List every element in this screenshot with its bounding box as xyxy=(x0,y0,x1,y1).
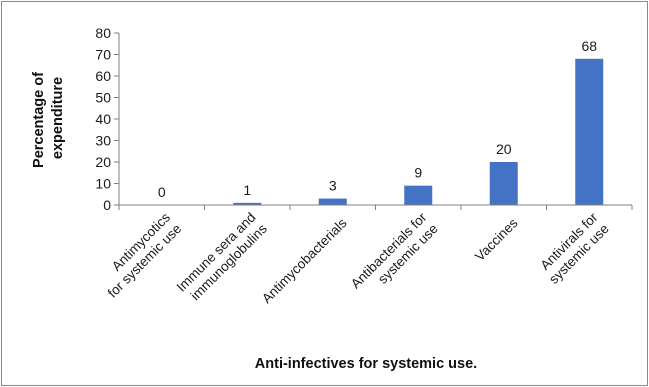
bar xyxy=(318,198,347,205)
category-label: Antivirals forsystemic use xyxy=(535,209,612,286)
bar xyxy=(489,162,518,205)
y-tick-label: 20 xyxy=(95,154,111,170)
y-tick-label: 80 xyxy=(95,25,111,41)
data-label: 9 xyxy=(414,165,422,181)
y-tick-label: 0 xyxy=(103,197,111,213)
data-label: 1 xyxy=(243,182,251,198)
category-label: Antimycoticsfor systemic use xyxy=(93,210,184,301)
y-axis-ticks: 0 10 20 30 40 50 60 70 80 xyxy=(95,25,120,213)
bar xyxy=(404,185,433,205)
category-label: Immune sera andimmunoglobulins xyxy=(174,210,270,306)
y-axis-title-line-1: Percentage of xyxy=(31,72,47,168)
y-axis-title-line-2: expenditure xyxy=(50,77,66,159)
data-label: 20 xyxy=(496,141,512,157)
category-label-line: Antimycobacterials xyxy=(259,215,350,306)
x-axis-title: Anti-infectives for systemic use. xyxy=(255,356,477,372)
category-label: Vaccines xyxy=(472,215,521,264)
x-axis xyxy=(118,204,633,210)
y-tick-label: 50 xyxy=(95,90,111,106)
y-tick-label: 70 xyxy=(95,47,111,63)
bar xyxy=(233,202,262,205)
y-axis-title: Percentage of expenditure xyxy=(31,68,66,168)
category-label-line: Vaccines xyxy=(472,215,521,264)
data-label: 0 xyxy=(158,184,166,200)
data-label: 3 xyxy=(329,178,337,194)
category-label: Antimycobacterials xyxy=(259,215,350,306)
category-label: Antibacterials forsystemic use xyxy=(348,209,441,302)
bar xyxy=(575,58,604,205)
y-tick-label: 30 xyxy=(95,133,111,149)
y-tick-label: 10 xyxy=(95,176,111,192)
y-tick-label: 60 xyxy=(95,68,111,84)
data-labels: 0 1 3 9 20 68 xyxy=(158,38,597,200)
y-tick-label: 40 xyxy=(95,111,111,127)
bars xyxy=(233,58,604,205)
data-label: 68 xyxy=(581,38,597,54)
